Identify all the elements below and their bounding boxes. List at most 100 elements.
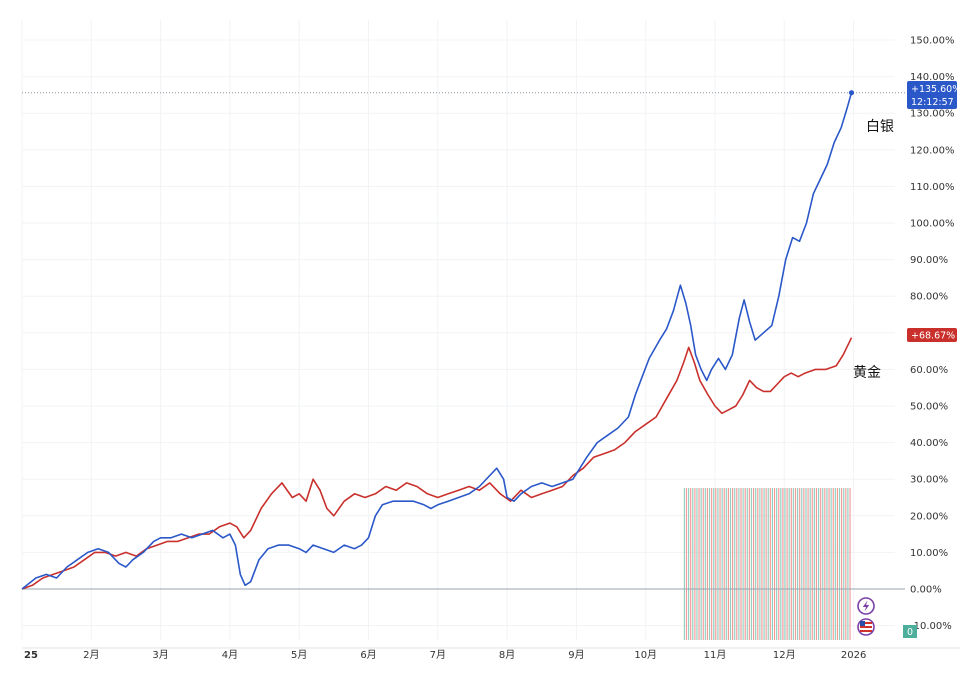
silver-last-point (848, 90, 855, 96)
volume-bar-1 (685, 488, 688, 640)
volume-bar-24 (734, 488, 736, 640)
x-tick-label-10: 11月 (704, 649, 727, 661)
volume-bar-54 (797, 488, 799, 640)
volume-bar-42 (771, 488, 774, 640)
volume-bar-23 (732, 488, 734, 640)
series-line-silver (21, 92, 853, 590)
lightning-icon[interactable] (857, 597, 875, 615)
volume-bar-35 (757, 488, 759, 640)
volume-bar-36 (759, 488, 761, 640)
x-tick-label-8: 9月 (568, 649, 584, 661)
volume-bar-53 (794, 488, 797, 640)
silver-last-value-badge: +135.60% 12:12:57 (907, 81, 960, 109)
y-tick-label-3: 120.00% (910, 145, 955, 156)
volume-bar-10 (704, 488, 706, 640)
volume-bar-48 (784, 488, 786, 640)
volume-bar-16 (717, 488, 719, 640)
volume-bar-78 (847, 488, 849, 640)
volume-bar-22 (729, 488, 732, 640)
volume-bar-18 (721, 488, 723, 640)
volume-bar-8 (700, 488, 702, 640)
volume-bar-12 (708, 488, 711, 640)
volume-bar-32 (750, 488, 753, 640)
volume-bar-29 (744, 488, 746, 640)
volume-bar-45 (778, 488, 780, 640)
series-line-gold (21, 337, 853, 590)
volume-bar-61 (811, 488, 813, 640)
volume-bar-59 (807, 488, 809, 640)
volume-bar-7 (698, 488, 700, 640)
volume-bar-66 (822, 488, 824, 640)
series-lines (21, 90, 855, 590)
volume-bar-19 (723, 488, 725, 640)
gold-value-text: +68.67% (911, 331, 955, 342)
volume-bar-67 (824, 488, 826, 640)
x-tick-label-2: 3月 (152, 649, 168, 661)
volume-bar-14 (713, 488, 715, 640)
volume-bar-3 (690, 488, 692, 640)
volume-bar-55 (799, 488, 801, 640)
volume-bar-6 (696, 488, 698, 640)
volume-bar-72 (834, 488, 836, 640)
volume-bar-26 (738, 488, 740, 640)
volume-bar-57 (803, 488, 805, 640)
x-tick-label-4: 5月 (291, 649, 307, 661)
volume-bar-13 (711, 488, 713, 640)
volume-bar-52 (792, 488, 794, 640)
volume-bar-70 (830, 488, 832, 640)
volume-bar-47 (782, 488, 784, 640)
volume-bar-5 (694, 488, 696, 640)
x-tick-label-12: 2026 (841, 650, 866, 661)
volume-bar-74 (838, 488, 841, 640)
volume-bar-50 (788, 488, 790, 640)
volume-bar-25 (736, 488, 738, 640)
volume-bar-17 (719, 488, 721, 640)
x-tick-label-3: 4月 (222, 649, 238, 661)
volume-bar-11 (706, 488, 709, 640)
gold-last-value-badge: +68.67% (907, 328, 957, 342)
volume-bar-51 (790, 488, 792, 640)
volume-bar-28 (742, 488, 744, 640)
x-tick-label-5: 6月 (360, 649, 376, 661)
gridlines (21, 20, 960, 649)
volume-bar-56 (801, 488, 803, 640)
y-tick-label-11: 40.00% (910, 438, 948, 449)
volume-bars (683, 488, 851, 640)
x-tick-label-7: 8月 (499, 649, 515, 661)
volume-bar-41 (769, 488, 771, 640)
volume-bar-64 (817, 488, 820, 640)
volume-bar-39 (765, 488, 767, 640)
y-tick-label-5: 100.00% (910, 219, 955, 230)
y-tick-label-14: 10.00% (910, 548, 948, 559)
volume-bar-73 (836, 488, 838, 640)
y-tick-label-13: 20.00% (910, 511, 948, 522)
volume-bar-21 (727, 488, 729, 640)
y-tick-label-7: 80.00% (910, 292, 948, 303)
volume-bar-20 (725, 488, 727, 640)
volume-bar-58 (805, 488, 807, 640)
volume-bar-4 (692, 488, 694, 640)
volume-bar-77 (845, 488, 847, 640)
volume-bar-30 (746, 488, 748, 640)
x-tick-label-0: 25 (24, 650, 38, 661)
volume-bar-38 (763, 488, 765, 640)
volume-bar-2 (688, 488, 690, 640)
x-tick-label-11: 12月 (773, 649, 796, 661)
y-tick-label-9: 60.00% (910, 365, 948, 376)
volume-bar-71 (832, 488, 834, 640)
volume-bar-31 (748, 488, 750, 640)
volume-bar-43 (773, 488, 776, 640)
us-flag-icon[interactable] (857, 618, 875, 636)
volume-bar-9 (702, 488, 704, 640)
volume-bar-0 (683, 488, 685, 640)
y-tick-label-10: 50.00% (910, 402, 948, 413)
y-tick-label-1: 140.00% (910, 72, 955, 83)
volume-bar-34 (755, 488, 757, 640)
y-tick-label-6: 90.00% (910, 255, 948, 266)
y-tick-label-16: -10.00% (910, 621, 952, 632)
x-tick-label-6: 7月 (430, 649, 446, 661)
y-tick-label-4: 110.00% (910, 182, 955, 193)
series-label-silver: 白银 (866, 119, 894, 135)
volume-bar-69 (828, 488, 830, 640)
